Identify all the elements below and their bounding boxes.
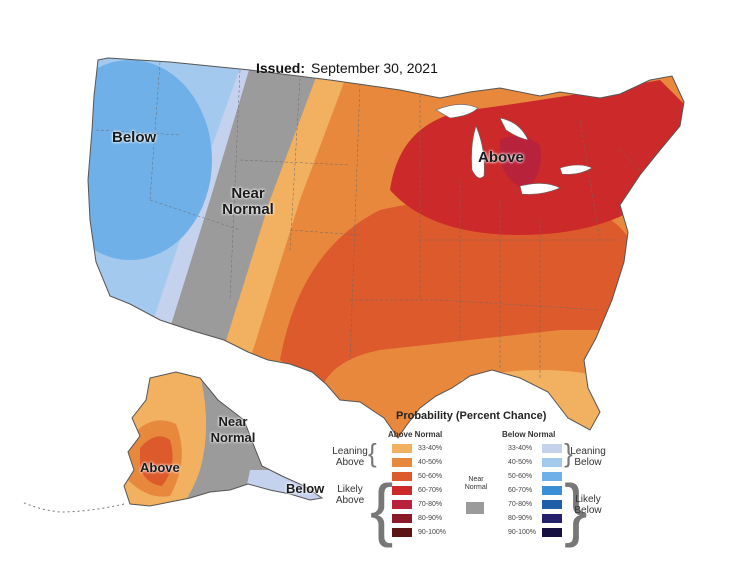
issued-label: Issued: bbox=[256, 60, 306, 76]
legend-below-swatch bbox=[542, 500, 562, 509]
legend-above-swatch bbox=[392, 458, 412, 467]
legend-above-swatch bbox=[392, 514, 412, 523]
region-label-east-above: Above bbox=[478, 149, 524, 166]
legend-brace-likely-above: { bbox=[370, 470, 394, 548]
great-lakes bbox=[435, 104, 593, 195]
issued-date: September 30, 2021 bbox=[311, 60, 438, 76]
legend-below-label: 90-100% bbox=[508, 529, 537, 536]
legend-title: Probability (Percent Chance) bbox=[396, 410, 547, 422]
probability-legend: Probability (Percent Chance) Above Norma… bbox=[330, 410, 606, 555]
legend-likely-above-label: Likely Above bbox=[335, 484, 365, 506]
legend-above-label: 60-70% bbox=[418, 487, 443, 494]
legend-below-label: 40-50% bbox=[508, 459, 533, 466]
region-label-ak-below: Below bbox=[286, 481, 325, 496]
state-boundaries bbox=[95, 61, 641, 380]
alaska-outline bbox=[123, 371, 324, 507]
legend-below-swatch bbox=[542, 486, 562, 495]
legend-below-swatch bbox=[542, 472, 562, 481]
legend-above-label: 80-90% bbox=[418, 515, 443, 522]
near-normal-line2: Normal bbox=[222, 201, 274, 218]
legend-near-normal-label: Near Normal bbox=[464, 476, 488, 491]
issued-line: Issued: September 30, 2021 bbox=[256, 60, 438, 76]
legend-above-swatch bbox=[392, 444, 412, 453]
legend-above-label: 90-100% bbox=[418, 529, 447, 536]
aleutian-islands bbox=[21, 501, 125, 513]
legend-above-swatch bbox=[392, 472, 412, 481]
legend-below-header: Below Normal bbox=[502, 430, 556, 439]
legend-below-swatch bbox=[542, 444, 562, 453]
legend-above-label: 70-80% bbox=[418, 501, 443, 508]
legend-above-label: 50-60% bbox=[418, 473, 443, 480]
legend-below-label: 70-80% bbox=[508, 501, 533, 508]
legend-above-swatch bbox=[392, 500, 412, 509]
legend-above-swatch bbox=[392, 486, 412, 495]
ak-near-normal-line1: Near bbox=[218, 414, 248, 429]
region-label-near-normal: Near Normal bbox=[218, 186, 278, 218]
legend-below-swatch bbox=[542, 514, 562, 523]
legend-leaning-below-label: Leaning Below bbox=[570, 446, 606, 468]
legend-above-header: Above Normal bbox=[388, 430, 443, 439]
conus-outline bbox=[87, 57, 685, 439]
region-label-ak-above: Above bbox=[140, 460, 180, 475]
legend-below-swatch bbox=[542, 458, 562, 467]
conus-outlook-shading bbox=[88, 58, 684, 438]
legend-brace-leaning-above: { bbox=[368, 438, 377, 468]
legend-below-label: 80-90% bbox=[508, 515, 533, 522]
region-label-ak-near-normal: Near Normal bbox=[206, 414, 260, 446]
legend-above-label: 33-40% bbox=[418, 445, 443, 452]
region-label-west-below: Below bbox=[112, 129, 157, 146]
ak-near-normal-line2: Normal bbox=[210, 430, 256, 445]
legend-above-swatch bbox=[392, 528, 412, 537]
legend-below-label: 50-60% bbox=[508, 473, 533, 480]
legend-below-label: 60-70% bbox=[508, 487, 533, 494]
near-normal-line1: Near bbox=[231, 185, 265, 202]
legend-leaning-above-label: Leaning Above bbox=[332, 446, 368, 468]
legend-likely-below-label: Likely Below bbox=[574, 494, 602, 516]
legend-below-label: 33-40% bbox=[508, 445, 533, 452]
legend-above-label: 40-50% bbox=[418, 459, 443, 466]
legend-near-normal-swatch bbox=[466, 502, 484, 514]
legend-below-swatch bbox=[542, 528, 562, 537]
